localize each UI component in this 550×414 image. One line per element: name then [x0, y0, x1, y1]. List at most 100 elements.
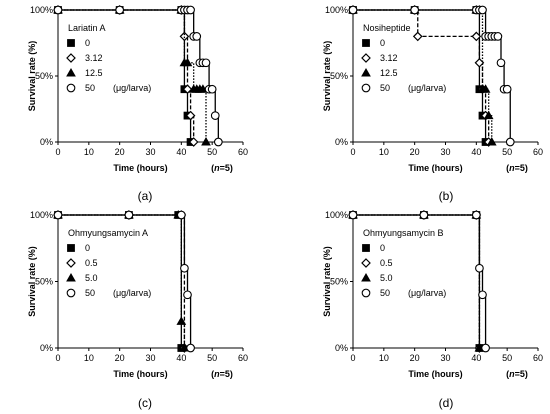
- data-point: [480, 84, 491, 93]
- y-tick-label: 0%: [335, 343, 348, 353]
- x-tick-label: 10: [379, 353, 389, 363]
- sample-size-value: =5: [515, 369, 525, 379]
- x-tick-label: 10: [379, 147, 389, 157]
- legend-marker: [66, 288, 76, 298]
- x-axis-label: Time (hours): [113, 369, 167, 379]
- data-point: [471, 210, 481, 220]
- sample-size-prefix: n: [509, 163, 515, 173]
- x-tick-label: 40: [176, 353, 186, 363]
- y-tick-label: 0%: [335, 137, 348, 147]
- data-point: [176, 210, 186, 220]
- legend-unit: (μg/larva): [408, 83, 446, 93]
- y-axis-label: Survival rate (%): [27, 41, 37, 112]
- y-tick-label: 100%: [30, 5, 53, 15]
- legend-entry: 0: [380, 243, 385, 253]
- x-tick-label: 0: [55, 147, 60, 157]
- y-tick-label: 100%: [325, 5, 348, 15]
- legend-entry: 12.5: [85, 68, 103, 78]
- data-point: [475, 263, 484, 273]
- panel-caption: (a): [138, 189, 153, 203]
- legend-entry: 0.5: [85, 258, 98, 268]
- data-point: [180, 263, 189, 273]
- sample-size-close: ): [525, 369, 528, 379]
- legend: Ohmyungsamycin A 0 0.5 5.0 50 (μg/larva): [66, 228, 151, 298]
- legend-title: Lariatin A: [68, 23, 106, 33]
- x-tick-label: 10: [84, 353, 94, 363]
- x-tick-label: 0: [55, 353, 60, 363]
- data-point: [115, 5, 125, 15]
- y-tick-label: 50%: [35, 277, 53, 287]
- chart-panel-4: 0 10 20 30 40 50 60 0% 50% 100% Survival rate (%) T…: [322, 209, 543, 410]
- sample-size-label: (n=5): [506, 163, 528, 173]
- y-tick-label: 0%: [40, 343, 53, 353]
- x-tick-label: 10: [84, 147, 94, 157]
- data-point: [419, 210, 429, 220]
- x-tick-label: 60: [533, 353, 543, 363]
- data-point: [207, 84, 217, 94]
- x-tick-label: 30: [440, 353, 450, 363]
- x-tick-label: 60: [533, 147, 543, 157]
- legend-title: Nosiheptide: [363, 23, 411, 33]
- y-axis-label: Survival rate (%): [27, 246, 37, 317]
- x-tick-label: 0: [350, 353, 355, 363]
- legend-unit: (μg/larva): [113, 83, 151, 93]
- y-tick-label: 100%: [30, 210, 53, 220]
- x-tick-label: 40: [471, 147, 481, 157]
- x-tick-label: 50: [502, 353, 512, 363]
- data-point: [176, 316, 187, 325]
- legend: Nosiheptide 0 3.12 12.5 50 (μg/larva): [361, 23, 446, 93]
- legend-entry: 50: [380, 288, 390, 298]
- y-axis-label: Survival rate (%): [322, 41, 332, 112]
- legend-marker: [361, 83, 371, 93]
- data-point: [53, 5, 63, 15]
- legend-marker: [361, 258, 371, 268]
- legend-marker: [66, 67, 76, 77]
- chart-panel-2: 0 10 20 30 40 50 60 0% 50% 100% Survival rate (%) T…: [322, 4, 543, 203]
- x-axis-label: Time (hours): [113, 163, 167, 173]
- legend-marker: [66, 272, 76, 282]
- legend-entry: 3.12: [380, 53, 398, 63]
- legend-entry: 0: [85, 243, 90, 253]
- sample-size-open: (: [506, 369, 509, 379]
- data-point: [410, 5, 420, 15]
- x-tick-label: 30: [440, 147, 450, 157]
- legend-marker: [362, 39, 370, 47]
- x-tick-label: 20: [115, 353, 125, 363]
- y-tick-label: 50%: [35, 71, 53, 81]
- data-point: [186, 5, 195, 15]
- x-tick-label: 40: [176, 147, 186, 157]
- series-50: [348, 5, 515, 147]
- data-point: [493, 32, 503, 41]
- sample-size-prefix: n: [214, 369, 220, 379]
- sample-size-close: ): [230, 369, 233, 379]
- x-tick-label: 20: [115, 147, 125, 157]
- sample-size-value: =5: [220, 163, 230, 173]
- sample-size-value: =5: [220, 369, 230, 379]
- sample-size-open: (: [211, 369, 214, 379]
- legend-title: Ohmyungsamycin A: [68, 228, 148, 238]
- sample-size-close: ): [525, 163, 528, 173]
- data-point: [182, 84, 193, 95]
- x-tick-label: 30: [145, 353, 155, 363]
- x-tick-label: 40: [471, 353, 481, 363]
- chart-panel-1: 0 10 20 30 40 50 60 0% 50% 100% Survival rate (%) T…: [27, 4, 248, 203]
- x-tick-label: 20: [410, 353, 420, 363]
- legend: Lariatin A 0 3.12 12.5 50 (μg/larva): [66, 23, 151, 93]
- data-point: [192, 32, 202, 41]
- legend-unit: (μg/larva): [408, 288, 446, 298]
- x-tick-label: 20: [410, 147, 420, 157]
- sample-size-open: (: [506, 163, 509, 173]
- chart-panel-3: 0 10 20 30 40 50 60 0% 50% 100% Survival rate (%) T…: [27, 209, 248, 410]
- legend: Ohmyungsamycin B 0 0.5 5.0 50 (μg/larva): [361, 228, 446, 298]
- legend-marker: [362, 244, 370, 252]
- data-point: [185, 110, 196, 121]
- data-point: [201, 58, 211, 68]
- y-tick-label: 50%: [330, 71, 348, 81]
- sample-size-close: ): [230, 163, 233, 173]
- y-axis-label: Survival rate (%): [322, 246, 332, 317]
- data-point: [348, 5, 358, 15]
- sample-size-prefix: n: [214, 163, 220, 173]
- data-point: [481, 343, 490, 353]
- panel-caption: (c): [138, 396, 152, 410]
